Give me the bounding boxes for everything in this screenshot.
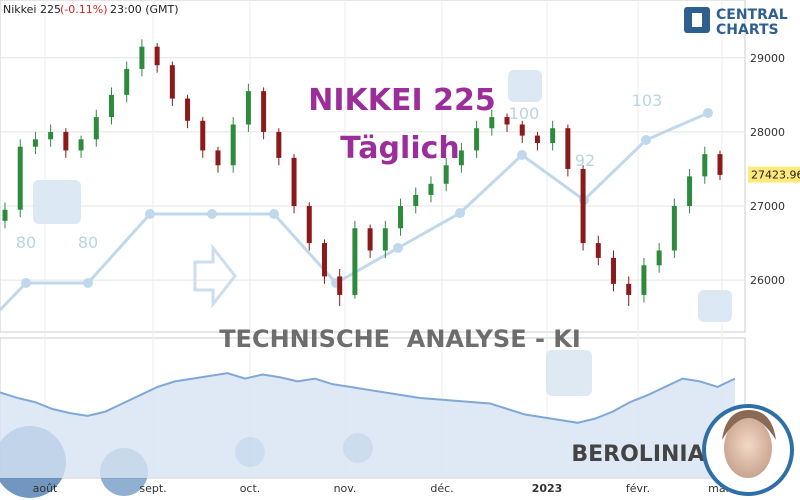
score-label: 103	[632, 91, 663, 110]
last-price-label: 27423.96	[751, 169, 800, 182]
candle-body	[276, 131, 282, 158]
candle-body	[154, 46, 160, 66]
candle-body	[215, 150, 221, 166]
candle-body	[78, 139, 84, 151]
score-label: 80	[16, 233, 36, 252]
last-price-box	[748, 166, 800, 183]
brand: CENTRAL	[716, 7, 788, 23]
candle-body	[687, 176, 693, 207]
y-tick-label: 27000	[750, 200, 785, 213]
candle-body	[443, 165, 449, 184]
candle-body	[534, 135, 540, 144]
candle-body	[108, 94, 114, 118]
candle-body	[93, 117, 99, 140]
candle-body	[291, 157, 297, 207]
brand: CHARTS	[716, 22, 779, 38]
x-tick-label: déc.	[430, 482, 453, 495]
indicator-line	[0, 372, 736, 424]
price-panel	[0, 0, 746, 333]
y-tick-label: 26000	[750, 274, 785, 287]
candle-body	[337, 276, 343, 295]
logo: CENTRAL CHARTS	[684, 7, 788, 38]
candle-body	[321, 243, 327, 277]
watermark-name: NIKKEI 225	[308, 83, 496, 118]
candle-body	[717, 154, 723, 175]
candle-body	[32, 139, 38, 147]
candle-body	[504, 117, 510, 125]
candle-body	[352, 228, 358, 295]
candle-body	[671, 206, 677, 251]
candle-body	[641, 265, 647, 295]
candle-body	[626, 283, 632, 295]
symbol: Nikkei 225	[3, 3, 61, 16]
candle-body	[382, 228, 388, 251]
x-tick-label: févr.	[626, 482, 650, 495]
x-tick-label: août	[33, 482, 58, 495]
candle-body	[230, 124, 236, 166]
score-label: 92	[575, 151, 595, 170]
watermark-author: BEROLINIA	[571, 442, 704, 467]
candle-body	[261, 91, 267, 132]
candle-body	[17, 146, 23, 210]
candle-body	[489, 117, 495, 129]
candle-body	[200, 120, 206, 151]
x-tick-label: sept.	[139, 482, 166, 495]
candle-body	[367, 228, 373, 251]
candle-body	[428, 183, 434, 195]
candle-body	[306, 206, 312, 244]
candle-body	[656, 250, 662, 266]
y-tick-label: 28000	[750, 126, 785, 139]
candle-body	[245, 91, 251, 125]
candle-body	[458, 150, 464, 166]
score-label: 100	[509, 104, 540, 123]
candle-body	[595, 243, 601, 258]
candle-body	[2, 209, 8, 221]
x-tick-label: oct.	[240, 482, 261, 495]
candle-body	[139, 46, 145, 69]
x-tick-label: 2023	[532, 482, 563, 495]
candle-body	[550, 128, 556, 144]
candle-body	[185, 98, 191, 121]
indicator-area	[0, 373, 735, 478]
candle-body	[124, 68, 130, 95]
candle-body	[413, 194, 419, 207]
time: 23:00 (GMT)	[110, 3, 179, 16]
candle-body	[580, 168, 586, 244]
avatar	[702, 404, 794, 496]
candle-body	[63, 131, 69, 151]
candle-body	[611, 257, 617, 284]
candle-body	[519, 124, 525, 136]
change: (-0.11%)	[60, 3, 108, 16]
score-labels: 80 80 100 92 103	[16, 91, 662, 252]
x-tick-label: nov.	[334, 482, 357, 495]
watermark-period: Täglich	[340, 131, 460, 166]
candle-body	[474, 128, 480, 151]
score-label: 80	[78, 233, 98, 252]
watermark-analysis: TECHNISCHE ANALYSE - KI	[219, 325, 581, 353]
candle-body	[398, 206, 404, 229]
candle-body	[169, 65, 175, 99]
y-tick-label: 29000	[750, 52, 785, 65]
candle-body	[565, 128, 571, 169]
candle-body	[702, 154, 708, 177]
candle-body	[48, 131, 54, 140]
